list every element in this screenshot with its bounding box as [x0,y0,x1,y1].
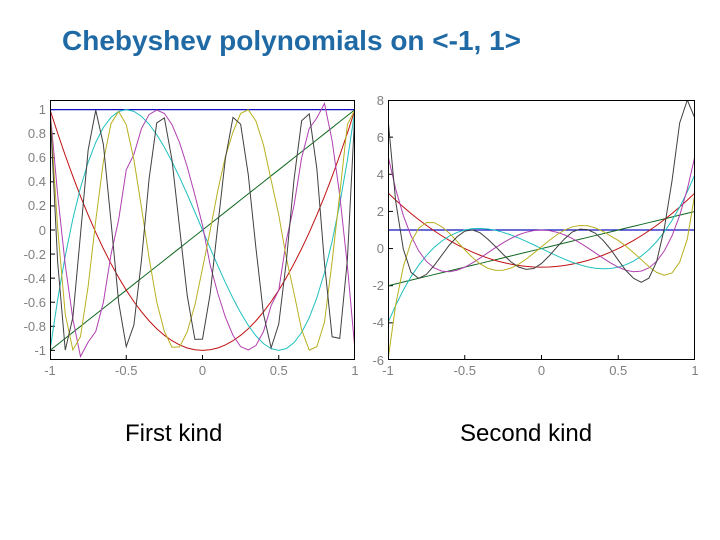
y-tick-label: 8 [377,93,384,108]
y-tick-label: -6 [372,353,384,368]
series-line [388,100,695,282]
y-tick-label: 0.4 [28,174,46,189]
chart-svg [50,100,355,360]
series-line [388,174,695,323]
x-tick-label: -0.5 [450,363,480,378]
x-tick-label: -1 [35,363,65,378]
slide: Chebyshev polynomials on <-1, 1> -1-0.50… [0,0,720,540]
y-tick-label: 0.2 [28,198,46,213]
y-tick-label: -0.2 [24,247,46,262]
y-tick-label: 1 [39,102,46,117]
y-tick-label: 0.8 [28,126,46,141]
series-line [388,193,695,360]
x-tick-label: 0 [527,363,557,378]
y-tick-label: -2 [372,278,384,293]
series-line [388,156,695,272]
y-tick-label: -0.4 [24,271,46,286]
chart-first-kind: -1-0.500.51-1-0.8-0.6-0.4-0.200.20.40.60… [50,100,355,360]
y-tick-label: 0 [39,223,46,238]
y-tick-label: 4 [377,167,384,182]
x-tick-label: 0.5 [264,363,294,378]
x-tick-label: 1 [340,363,370,378]
y-tick-label: -1 [34,343,46,358]
y-tick-label: 0.6 [28,150,46,165]
y-tick-label: 6 [377,130,384,145]
y-tick-label: 0 [377,241,384,256]
x-tick-label: 1 [680,363,710,378]
chart-svg [388,100,695,360]
chart-second-kind: -1-0.500.51-6-4-202468 [388,100,695,360]
x-tick-label: 0 [188,363,218,378]
y-tick-label: -0.6 [24,295,46,310]
y-tick-label: -0.8 [24,319,46,334]
slide-title: Chebyshev polynomials on <-1, 1> [62,25,521,57]
caption-second-kind: Second kind [460,420,592,448]
caption-first-kind: First kind [125,420,222,448]
y-tick-label: 2 [377,204,384,219]
x-tick-label: 0.5 [603,363,633,378]
x-tick-label: -0.5 [111,363,141,378]
y-tick-label: -4 [372,315,384,330]
